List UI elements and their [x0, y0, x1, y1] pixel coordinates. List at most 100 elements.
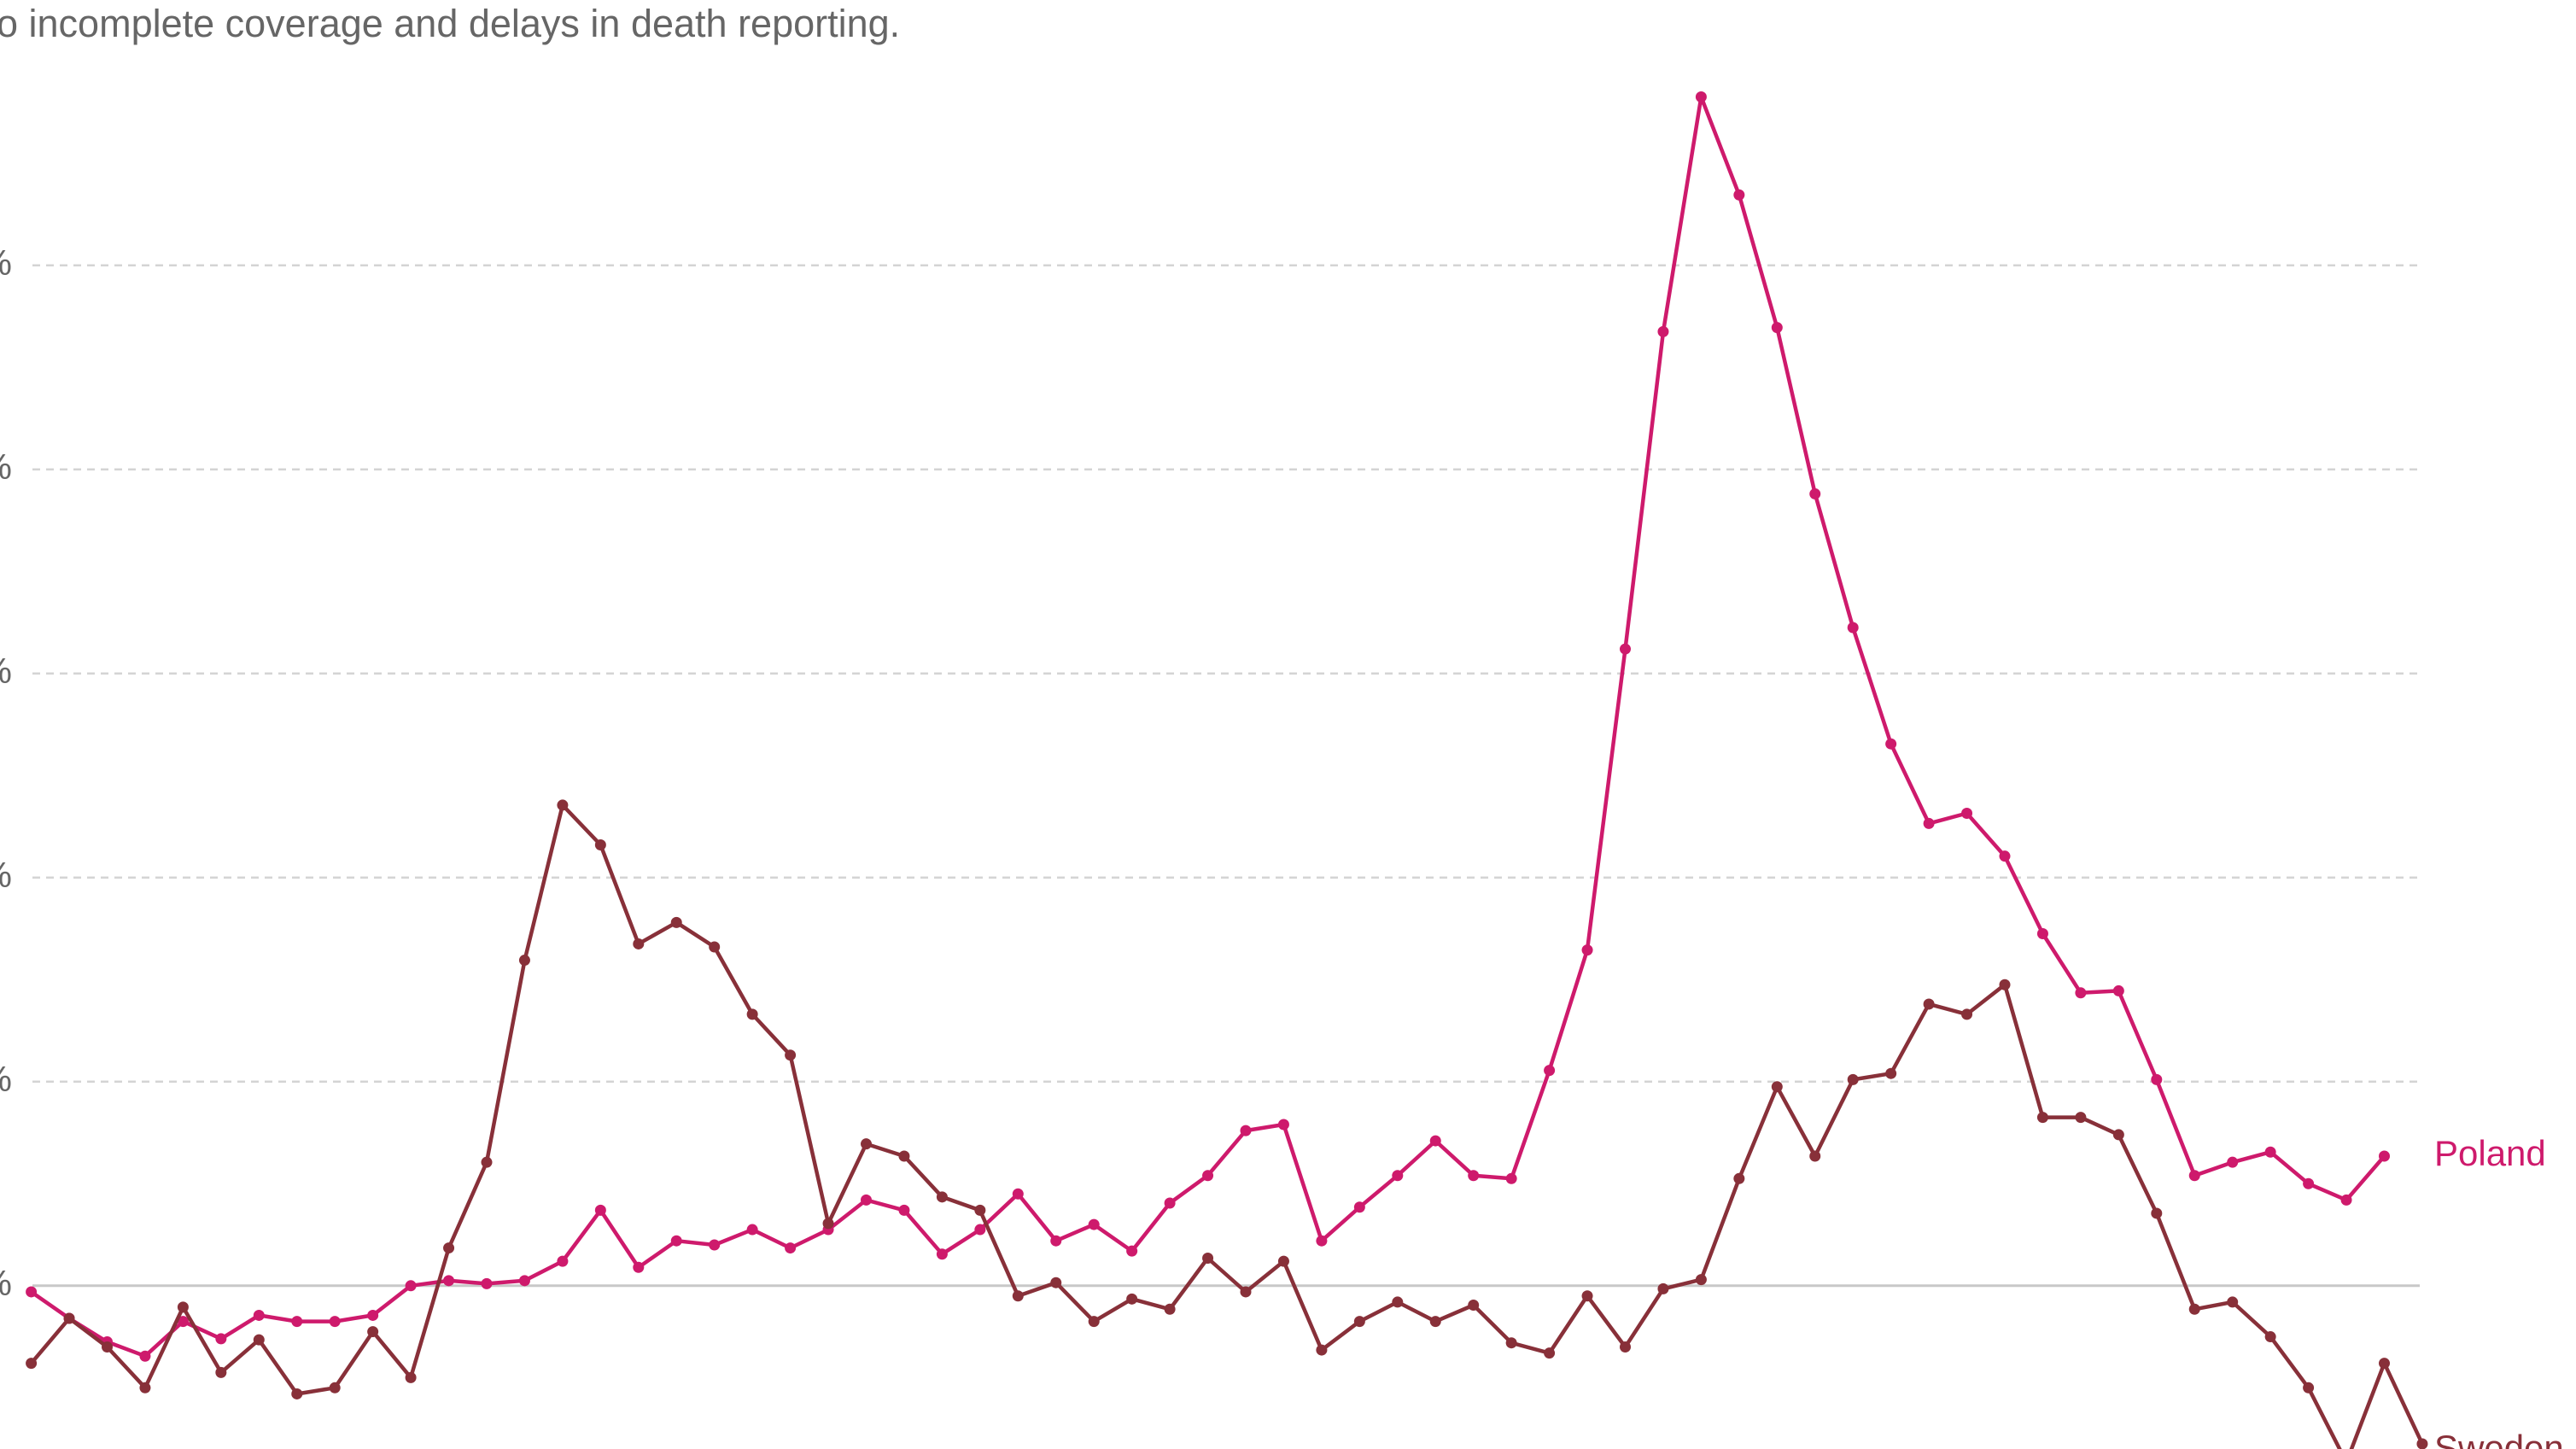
data-point [367, 1309, 379, 1321]
y-tick-label: 20% [0, 1059, 12, 1099]
data-point [1695, 1274, 1707, 1286]
data-point [1202, 1170, 1214, 1182]
data-point [2075, 987, 2087, 999]
data-point [861, 1138, 872, 1150]
data-point [2188, 1303, 2200, 1315]
y-tick-label: 100% [0, 242, 12, 283]
data-point [1202, 1253, 1214, 1265]
data-point [1923, 817, 1935, 829]
data-point [1581, 1290, 1593, 1302]
data-point [1012, 1290, 1024, 1302]
data-point [746, 1224, 758, 1236]
data-point [1353, 1316, 1365, 1328]
data-point [1620, 1341, 1631, 1353]
data-point [2036, 1112, 2048, 1124]
data-point [481, 1277, 493, 1289]
data-point [1885, 1067, 1897, 1079]
data-point [1657, 325, 1669, 337]
data-point [1240, 1286, 1252, 1298]
data-point [1505, 1337, 1517, 1349]
data-point [215, 1366, 227, 1378]
data-point [2264, 1331, 2276, 1343]
data-point [1544, 1065, 1556, 1077]
data-point [1468, 1299, 1480, 1311]
data-point [367, 1326, 379, 1338]
data-point [2112, 1129, 2124, 1141]
data-point [177, 1316, 189, 1328]
data-point [1809, 488, 1821, 500]
data-point [1847, 622, 1859, 634]
data-point [822, 1218, 834, 1230]
data-point [291, 1388, 303, 1399]
data-point [1050, 1235, 1062, 1247]
data-point [63, 1312, 75, 1324]
data-point [1468, 1170, 1480, 1182]
data-point [1392, 1296, 1404, 1308]
data-point [139, 1350, 151, 1362]
series-label: Sweden [2434, 1428, 2564, 1449]
data-point [1771, 322, 1783, 334]
data-point [26, 1286, 38, 1298]
data-point [936, 1191, 948, 1203]
data-point [1923, 998, 1935, 1010]
data-point [1050, 1277, 1062, 1288]
data-point [1012, 1188, 1024, 1200]
data-point [2188, 1170, 2200, 1182]
data-point [1544, 1347, 1556, 1359]
data-point [1277, 1255, 1289, 1267]
data-point [481, 1156, 493, 1168]
data-point [2075, 1112, 2087, 1124]
data-point [1240, 1125, 1252, 1136]
data-point [670, 916, 682, 928]
data-point [557, 1255, 569, 1267]
data-point [898, 1204, 910, 1216]
data-point [1961, 807, 1973, 819]
data-point [709, 1239, 721, 1251]
data-point [2112, 985, 2124, 996]
data-point [1126, 1245, 1138, 1257]
data-point [2379, 1150, 2390, 1162]
data-point [443, 1275, 455, 1287]
data-point [1999, 979, 2011, 990]
y-tick-label: 0% [0, 1263, 12, 1303]
data-point [405, 1280, 417, 1292]
data-point [518, 1275, 530, 1287]
series-line [30, 95, 2386, 1358]
data-point [2151, 1073, 2163, 1085]
data-point [785, 1049, 797, 1061]
data-point [1771, 1081, 1783, 1093]
data-point [670, 1235, 682, 1247]
data-point [1277, 1119, 1289, 1131]
data-point [1088, 1316, 1100, 1328]
data-point [215, 1333, 227, 1345]
data-point [861, 1194, 872, 1206]
data-point [329, 1382, 341, 1393]
data-point [785, 1242, 797, 1254]
data-point [177, 1301, 189, 1313]
data-point [1695, 91, 1707, 103]
data-point [1733, 189, 1745, 201]
data-point [1126, 1293, 1138, 1305]
data-point [1809, 1150, 1821, 1162]
data-point [633, 1261, 645, 1273]
data-point [139, 1382, 151, 1393]
y-tick-label: 40% [0, 855, 12, 895]
data-point [974, 1224, 986, 1236]
data-point [974, 1204, 986, 1216]
data-point [2416, 1438, 2428, 1449]
data-point [1885, 738, 1897, 750]
data-point [329, 1316, 341, 1328]
data-point [1961, 1008, 1973, 1020]
series-line [29, 803, 2425, 1449]
data-point [443, 1242, 455, 1254]
data-point [1392, 1170, 1404, 1182]
data-point [253, 1309, 265, 1321]
data-point [291, 1316, 303, 1328]
data-point [1164, 1197, 1176, 1209]
series: Poland [26, 91, 2546, 1362]
data-point [102, 1341, 113, 1353]
data-point [1429, 1316, 1441, 1328]
data-point [1164, 1303, 1176, 1315]
data-point [1999, 850, 2011, 862]
series-label: Poland [2434, 1133, 2546, 1173]
